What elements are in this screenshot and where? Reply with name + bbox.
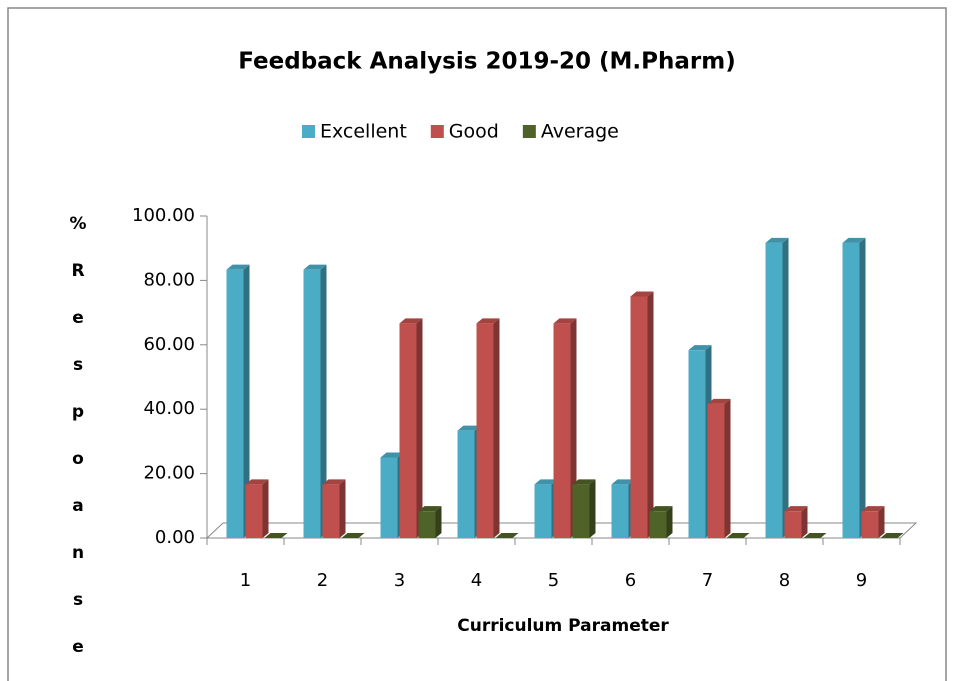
y-tick-label: 20.00: [143, 463, 195, 484]
bar: [476, 323, 494, 538]
bar-top: [688, 345, 712, 351]
bar: [688, 350, 706, 538]
chart-frame: [7, 7, 947, 681]
bar-side: [724, 398, 731, 538]
bar-side: [878, 506, 885, 538]
x-tick-label: 8: [779, 570, 790, 591]
bar-side: [782, 237, 789, 538]
bar-top: [861, 506, 885, 512]
bar-top: [226, 264, 250, 270]
bar-top: [303, 264, 327, 270]
bar-top: [765, 237, 789, 243]
legend-label: Good: [449, 121, 499, 143]
bar: [226, 269, 244, 538]
bar: [784, 511, 802, 538]
x-axis-label: Curriculum Parameter: [457, 616, 669, 636]
bar-side: [435, 506, 442, 538]
bar-top: [572, 479, 596, 485]
y-tick-label: 60.00: [143, 334, 195, 355]
legend-swatch: [430, 125, 444, 138]
y-tick-label: 40.00: [143, 398, 195, 419]
bar-top: [707, 398, 731, 404]
legend-swatch: [522, 125, 536, 138]
bar: [765, 242, 783, 538]
x-tick-label: 6: [625, 570, 636, 591]
bar-side: [647, 291, 654, 538]
bar-top: [399, 318, 423, 324]
bar-side: [493, 318, 500, 538]
bar-top: [245, 479, 269, 485]
bar-top: [842, 237, 866, 243]
bar: [303, 269, 321, 538]
bar-side: [339, 479, 346, 538]
bar-side: [320, 264, 327, 538]
x-tick-label: 4: [471, 570, 482, 591]
bar: [322, 484, 340, 538]
bar-top: [803, 533, 827, 538]
bar-top: [457, 425, 481, 431]
bar-top: [341, 533, 365, 538]
bar-side: [262, 479, 269, 538]
chart-title: Feedback Analysis 2019-20 (M.Pharm): [238, 49, 736, 75]
y-tick-label: 80.00: [143, 269, 195, 290]
bar: [630, 296, 648, 538]
bar-top: [649, 506, 673, 512]
bar-side: [666, 506, 673, 538]
bar-side: [859, 237, 866, 538]
y-tick-label: 100.00: [132, 205, 195, 226]
bar: [553, 323, 571, 538]
legend-label: Excellent: [320, 121, 407, 143]
bar-top: [611, 479, 635, 485]
bar-top: [553, 318, 577, 324]
x-tick-label: 5: [548, 570, 559, 591]
bar-top: [784, 506, 808, 512]
bar: [534, 484, 552, 538]
bar: [572, 484, 590, 538]
bar-top: [534, 479, 558, 485]
bar: [457, 430, 475, 538]
bar: [418, 511, 436, 538]
x-tick-label: 3: [394, 570, 405, 591]
x-tick-label: 2: [317, 570, 328, 591]
legend-swatch: [302, 125, 315, 138]
bar: [245, 484, 263, 538]
bar: [611, 484, 629, 538]
bar: [707, 403, 725, 538]
legend-label: Average: [541, 121, 619, 143]
bar: [861, 511, 879, 538]
bar: [399, 323, 417, 538]
y-tick-label: 0.00: [155, 527, 195, 548]
bar: [649, 511, 667, 538]
bar-top: [495, 533, 519, 538]
bar-side: [416, 318, 423, 538]
x-tick-label: 9: [856, 570, 867, 591]
bar: [380, 457, 398, 538]
bar-top: [322, 479, 346, 485]
bar-side: [589, 479, 596, 538]
x-tick-label: 1: [240, 570, 251, 591]
y-axis-label: %Respoanse: [68, 214, 88, 681]
bar-top: [880, 533, 904, 538]
bar-top: [726, 533, 750, 538]
bar-top: [264, 533, 288, 538]
bar: [842, 242, 860, 538]
bar-side: [801, 506, 808, 538]
x-tick-label: 7: [702, 570, 713, 591]
bar-top: [630, 291, 654, 297]
bar-top: [476, 318, 500, 324]
bar-side: [243, 264, 250, 538]
bar-top: [380, 452, 404, 458]
bar-top: [418, 506, 442, 512]
